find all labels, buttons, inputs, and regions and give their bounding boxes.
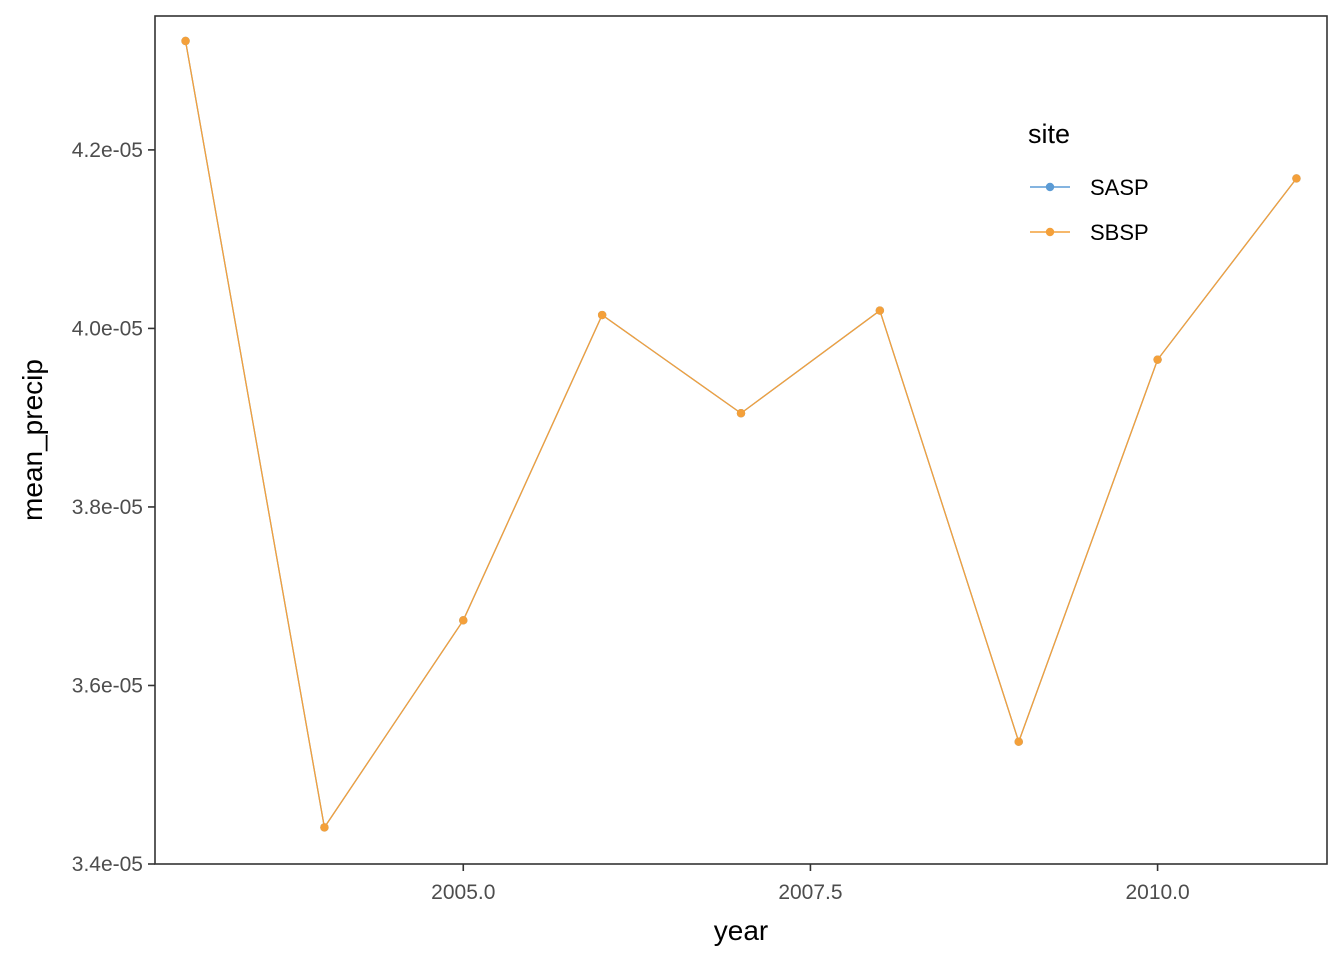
- legend-items: SASP SBSP: [1030, 175, 1149, 245]
- x-axis-title: year: [714, 915, 768, 946]
- series-sasp: [181, 36, 1301, 832]
- y-axis-title: mean_precip: [17, 359, 48, 521]
- data-point-sbsp: [459, 616, 468, 625]
- data-point-sbsp: [597, 310, 607, 320]
- y-tick-label: 3.8e-05: [72, 496, 143, 519]
- legend-item-sasp: SASP: [1030, 175, 1149, 200]
- data-point-sbsp: [1292, 174, 1301, 183]
- data-point-sbsp: [736, 409, 746, 418]
- y-tick-label: 4.0e-05: [72, 317, 143, 340]
- series-sbsp: [181, 36, 1301, 832]
- data-point-sbsp: [1153, 355, 1162, 364]
- data-point-sbsp: [181, 36, 190, 46]
- legend-label: SASP: [1090, 175, 1149, 200]
- data-point-sbsp: [320, 823, 329, 832]
- y-tick-label: 3.4e-05: [72, 853, 143, 876]
- series-layer: [181, 36, 1301, 832]
- y-tick-label: 4.2e-05: [72, 139, 143, 162]
- legend: site SASP SBSP: [1028, 119, 1149, 245]
- x-tick-label: 2005.0: [431, 881, 495, 904]
- legend-key-point: [1045, 182, 1055, 192]
- data-point-sbsp: [875, 306, 885, 315]
- data-point-sbsp: [1014, 737, 1023, 746]
- legend-title: site: [1028, 119, 1070, 149]
- x-tick-label: 2010.0: [1125, 881, 1189, 904]
- y-tick-label: 3.6e-05: [72, 674, 143, 697]
- legend-item-sbsp: SBSP: [1030, 220, 1149, 245]
- x-tick-label: 2007.5: [778, 881, 842, 904]
- series-line-sbsp: [184, 40, 1297, 830]
- legend-key-point: [1045, 227, 1055, 237]
- legend-label: SBSP: [1090, 220, 1149, 245]
- plot-panel-border: [154, 15, 1328, 865]
- axes: 2005.0 2007.5 2010.0 3.4e-05 3.6e-05 3.8e-05 4…: [72, 139, 1190, 904]
